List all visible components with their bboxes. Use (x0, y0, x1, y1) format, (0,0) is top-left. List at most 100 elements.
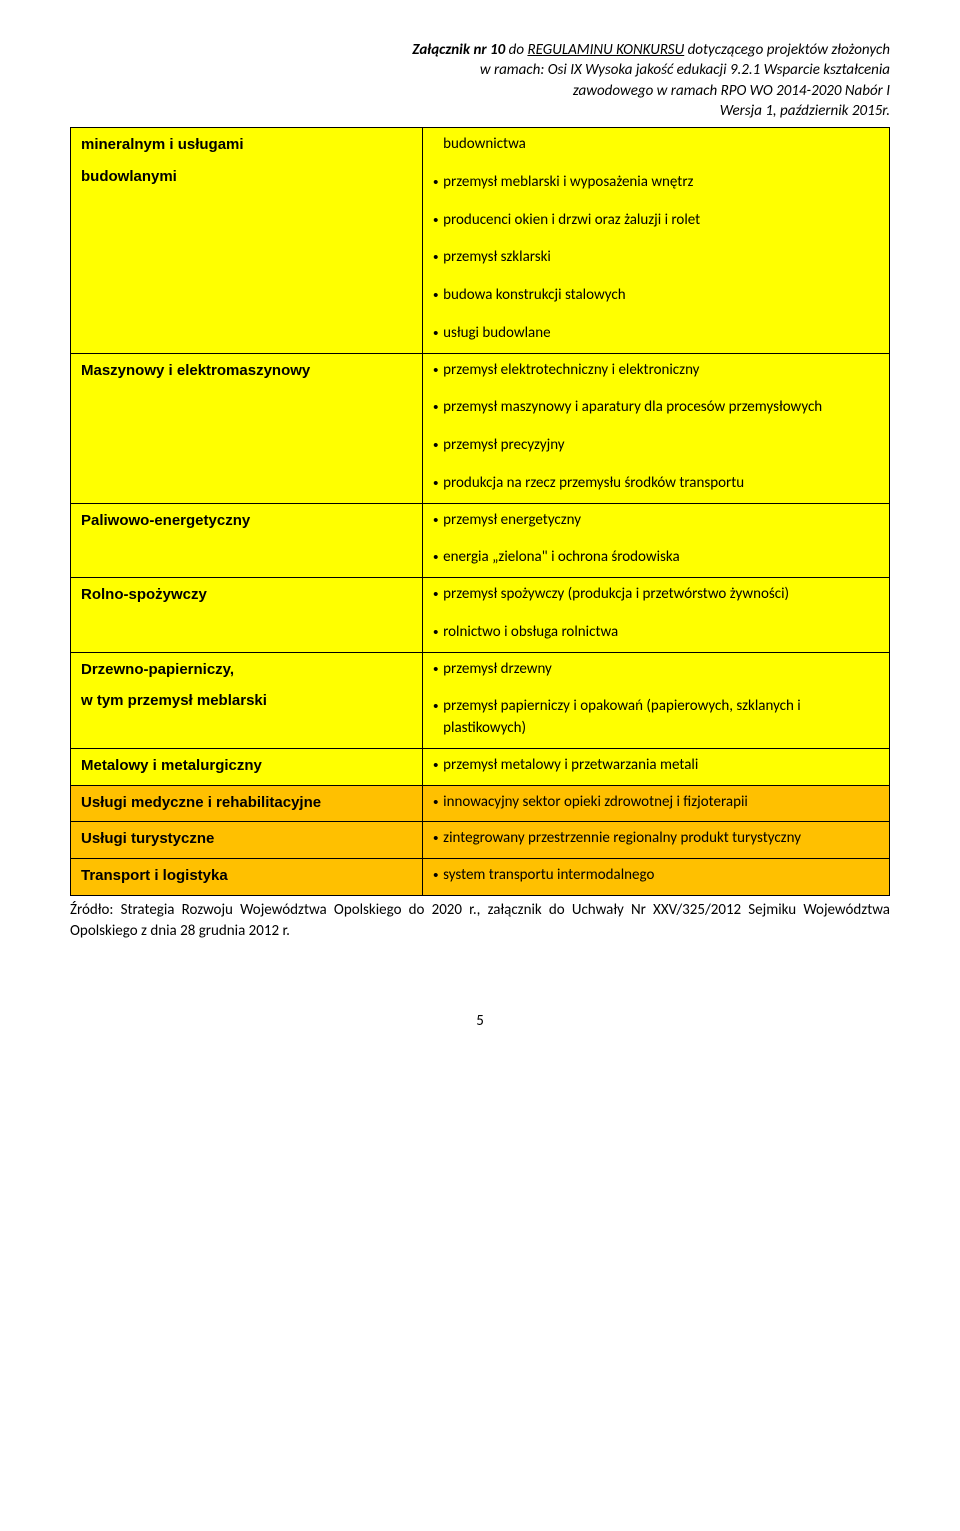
spacer (433, 200, 879, 210)
list-item: •przemysł energetyczny (433, 510, 879, 532)
sector-name-line: Maszynowy i elektromaszynowy (81, 360, 412, 382)
sector-name-line: Rolno-spożywczy (81, 584, 412, 606)
table-row: Paliwowo-energetyczny •przemysł energetyc… (71, 503, 890, 578)
list-item: •przemysł spożywczy (produkcja i przetwó… (433, 584, 879, 606)
bullet-icon: • (433, 659, 443, 681)
table-row: Transport i logistyka •system transportu … (71, 859, 890, 896)
header-line-4: Wersja 1, październik 2015r. (70, 101, 890, 121)
list-item-text: przemysł drzewny (443, 659, 879, 681)
list-item: •przemysł metalowy i przetwarzania metal… (433, 755, 879, 777)
spacer (81, 156, 412, 166)
list-item-text: przemysł energetyczny (443, 510, 879, 532)
list-item: •system transportu intermodalnego (433, 865, 879, 887)
bullet-icon: • (433, 828, 443, 850)
list-item-text: innowacyjny sektor opieki zdrowotnej i f… (443, 792, 879, 814)
sector-name-line: Drzewno-papierniczy, (81, 659, 412, 681)
list-item-text: przemysł szklarski (443, 247, 879, 269)
sector-name-line: w tym przemysł meblarski (81, 690, 412, 712)
list-item-text: budownictwa (443, 134, 879, 156)
bullet-icon: • (433, 865, 443, 887)
bullet-icon: • (433, 247, 443, 269)
spacer (433, 686, 879, 696)
spacer (433, 275, 879, 285)
sector-name-cell: mineralnym i usługamibudowlanymi (71, 128, 423, 354)
list-item-text: przemysł precyzyjny (443, 435, 879, 457)
list-item-text: przemysł metalowy i przetwarzania metali (443, 755, 879, 777)
list-item: •usługi budowlane (433, 323, 879, 345)
list-item-text: budowa konstrukcji stalowych (443, 285, 879, 307)
sector-details-cell: •przemysł elektrotechniczny i elektronic… (423, 353, 890, 503)
bullet-icon: • (433, 172, 443, 194)
table-row: Maszynowy i elektromaszynowy•przemysł el… (71, 353, 890, 503)
bullet-icon: • (433, 210, 443, 232)
sector-name-cell: Usługi turystyczne (71, 822, 423, 859)
spacer (433, 237, 879, 247)
sector-details-cell: budownictwa•przemysł meblarski i wyposaż… (423, 128, 890, 354)
sector-details-cell: •przemysł spożywczy (produkcja i przetwó… (423, 578, 890, 653)
spacer (433, 463, 879, 473)
list-item: •przemysł maszynowy i aparatury dla proc… (433, 397, 879, 419)
spacer (433, 313, 879, 323)
list-item-text: zintegrowany przestrzennie regionalny pr… (443, 828, 879, 850)
table-row: Drzewno-papierniczy, w tym przemysł mebla… (71, 652, 890, 748)
bullet-icon: • (433, 323, 443, 345)
list-item: budownictwa (433, 134, 879, 156)
sector-details-cell: •system transportu intermodalnego (423, 859, 890, 896)
list-item-text: energia „zielona" i ochrona środowiska (443, 547, 879, 569)
sector-name-line: Paliwowo-energetyczny (81, 510, 412, 532)
list-item: •zintegrowany przestrzennie regionalny p… (433, 828, 879, 850)
sector-name-cell: Metalowy i metalurgiczny (71, 748, 423, 785)
spacer (433, 537, 879, 547)
bullet-icon: • (433, 473, 443, 495)
source-citation: Źródło: Strategia Rozwoju Województwa Op… (70, 900, 890, 942)
spacer (433, 425, 879, 435)
sector-name-cell: Drzewno-papierniczy, w tym przemysł mebla… (71, 652, 423, 748)
table-row: Rolno-spożywczy •przemysł spożywczy (prod… (71, 578, 890, 653)
list-item: •producenci okien i drzwi oraz żaluzji i… (433, 210, 879, 232)
list-item: •rolnictwo i obsługa rolnictwa (433, 622, 879, 644)
list-item-text: przemysł meblarski i wyposażenia wnętrz (443, 172, 879, 194)
page-number: 5 (70, 1012, 890, 1030)
list-item-text: producenci okien i drzwi oraz żaluzji i … (443, 210, 879, 232)
header-attachment-label: Załącznik nr 10 (412, 41, 505, 59)
header-line-2: w ramach: Osi IX Wysoka jakość edukacji … (70, 60, 890, 80)
bullet-icon: • (433, 792, 443, 814)
sector-name-cell: Usługi medyczne i rehabilitacyjne (71, 785, 423, 822)
sector-name-cell: Paliwowo-energetyczny (71, 503, 423, 578)
bullet-icon (433, 134, 443, 156)
bullet-icon: • (433, 584, 443, 606)
list-item: •przemysł meblarski i wyposażenia wnętrz (433, 172, 879, 194)
list-item: •budowa konstrukcji stalowych (433, 285, 879, 307)
bullet-icon: • (433, 547, 443, 569)
list-item-text: przemysł maszynowy i aparatury dla proce… (443, 397, 879, 419)
list-item: •produkcja na rzecz przemysłu środków tr… (433, 473, 879, 495)
table-row: mineralnym i usługamibudowlanymibudownic… (71, 128, 890, 354)
spacer (433, 387, 879, 397)
list-item-text: przemysł papierniczy i opakowań (papiero… (443, 696, 879, 740)
sector-name-cell: Rolno-spożywczy (71, 578, 423, 653)
list-item: •przemysł elektrotechniczny i elektronic… (433, 360, 879, 382)
list-item: •innowacyjny sektor opieki zdrowotnej i … (433, 792, 879, 814)
bullet-icon: • (433, 755, 443, 777)
sector-name-line: Usługi medyczne i rehabilitacyjne (81, 792, 412, 814)
sector-name-cell: Transport i logistyka (71, 859, 423, 896)
bullet-icon: • (433, 696, 443, 740)
bullet-icon: • (433, 397, 443, 419)
sector-details-cell: •przemysł energetyczny •energia „zielona"… (423, 503, 890, 578)
sector-details-cell: •zintegrowany przestrzennie regionalny p… (423, 822, 890, 859)
document-header: Załącznik nr 10 do REGULAMINU KONKURSU d… (70, 40, 890, 121)
table-row: Usługi medyczne i rehabilitacyjne •innowa… (71, 785, 890, 822)
bullet-icon: • (433, 285, 443, 307)
sector-details-cell: •przemysł metalowy i przetwarzania metal… (423, 748, 890, 785)
list-item-text: przemysł elektrotechniczny i elektronicz… (443, 360, 879, 382)
list-item-text: rolnictwo i obsługa rolnictwa (443, 622, 879, 644)
list-item: •przemysł papierniczy i opakowań (papier… (433, 696, 879, 740)
sector-details-cell: •innowacyjny sektor opieki zdrowotnej i … (423, 785, 890, 822)
list-item: •przemysł precyzyjny (433, 435, 879, 457)
bullet-icon: • (433, 622, 443, 644)
list-item-text: przemysł spożywczy (produkcja i przetwór… (443, 584, 879, 606)
sector-name-line: mineralnym i usługami (81, 134, 412, 156)
sector-details-cell: •przemysł drzewny•przemysł papierniczy i… (423, 652, 890, 748)
list-item-text: produkcja na rzecz przemysłu środków tra… (443, 473, 879, 495)
sectors-table: mineralnym i usługamibudowlanymibudownic… (70, 127, 890, 896)
